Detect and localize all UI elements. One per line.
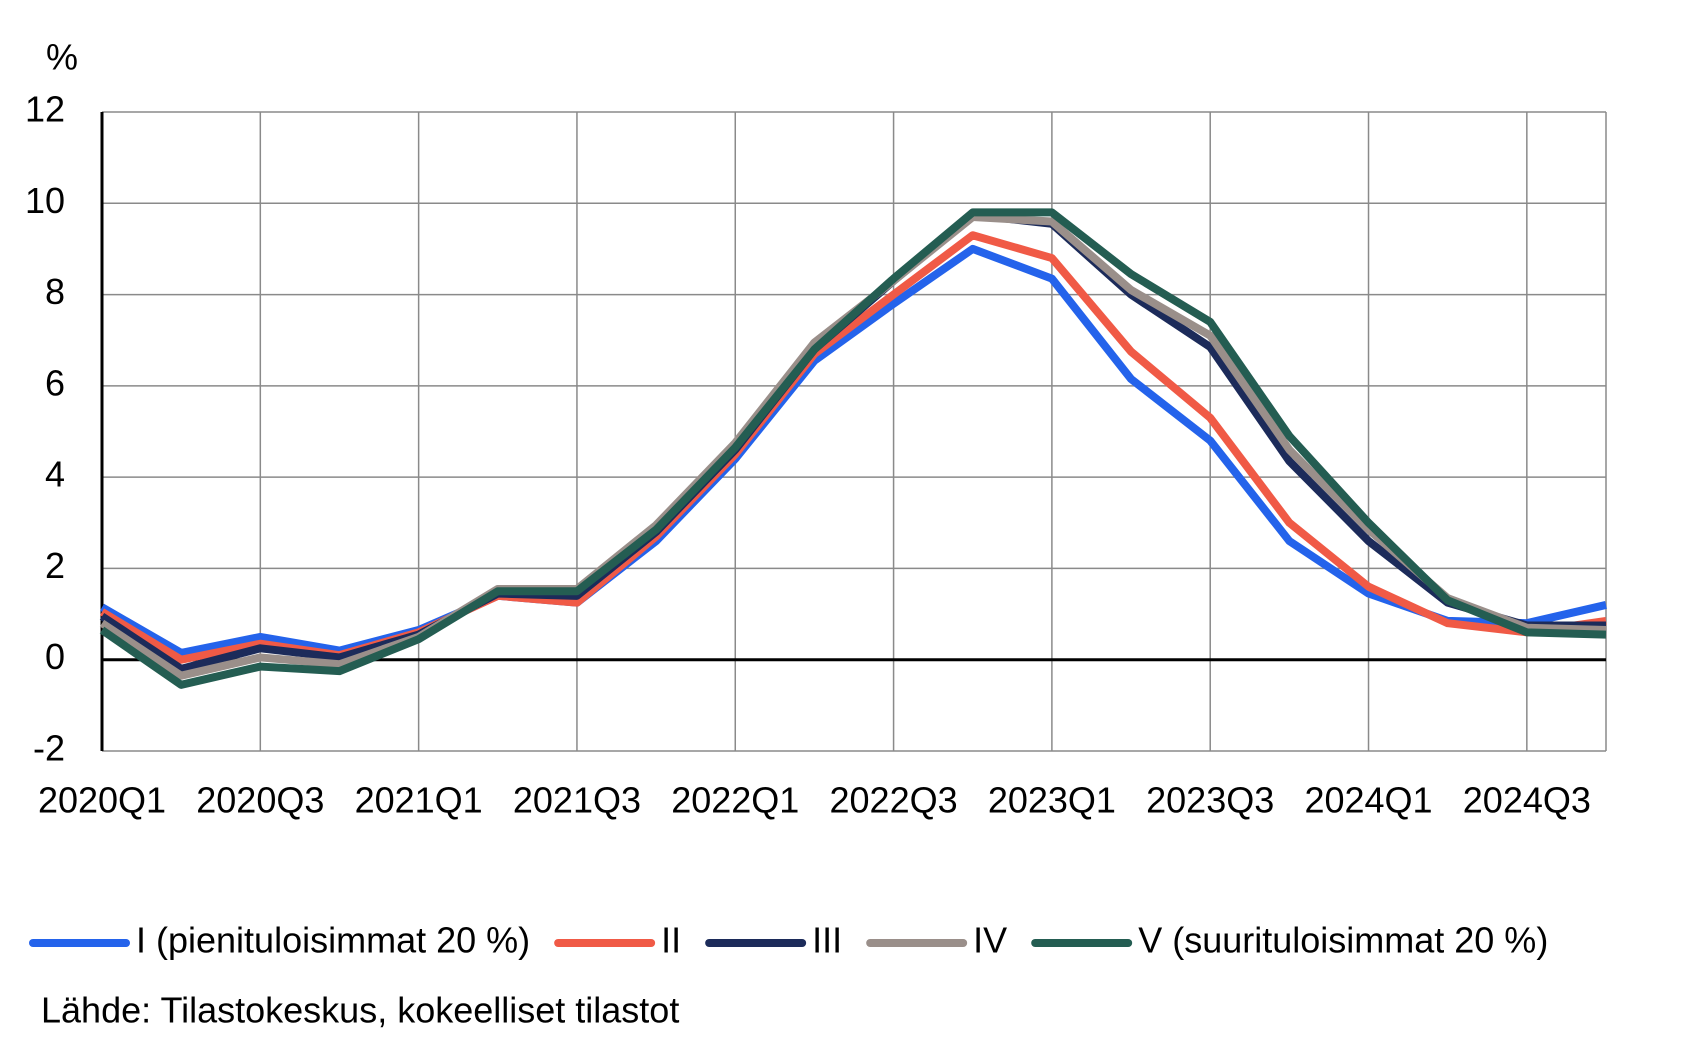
- source: Lähde: Tilastokeskus, kokeelliset tilast…: [41, 990, 679, 1031]
- x-tick-label: 2024Q1: [1304, 780, 1432, 821]
- legend-label: I (pienituloisimmat 20 %): [136, 920, 530, 961]
- y-tick-label: -2: [33, 728, 65, 769]
- legend-label: III: [812, 920, 842, 961]
- x-tick-label: 2023Q1: [988, 780, 1116, 821]
- y-tick-label: 6: [45, 362, 65, 403]
- x-tick-label: 2022Q1: [671, 780, 799, 821]
- series-line: [99, 231, 1607, 664]
- x-tick-label: 2021Q1: [355, 780, 483, 821]
- x-tick-label: 2022Q3: [830, 780, 958, 821]
- y-tick-label: 12: [25, 89, 65, 130]
- y-tick-label: 10: [25, 180, 65, 221]
- x-tick-label: 2024Q3: [1463, 780, 1591, 821]
- series-line: [99, 208, 1607, 689]
- legend-label: II: [661, 920, 681, 961]
- x-tick-label: 2020Q3: [196, 780, 324, 821]
- legend-label: V (suurituloisimmat 20 %): [1138, 920, 1548, 961]
- x-tick-label: 2023Q3: [1146, 780, 1274, 821]
- y-tick-label: 4: [45, 454, 65, 495]
- y-tick-label: 0: [45, 636, 65, 677]
- series-line: [99, 212, 1607, 680]
- series-line: [100, 244, 1607, 657]
- legend-label: IV: [973, 920, 1007, 961]
- y-axis-label: %: [46, 37, 78, 78]
- y-tick-label: 8: [45, 271, 65, 312]
- x-tick-label: 2021Q3: [513, 780, 641, 821]
- y-tick-label: 2: [45, 545, 65, 586]
- x-tick-label: 2020Q1: [38, 780, 166, 821]
